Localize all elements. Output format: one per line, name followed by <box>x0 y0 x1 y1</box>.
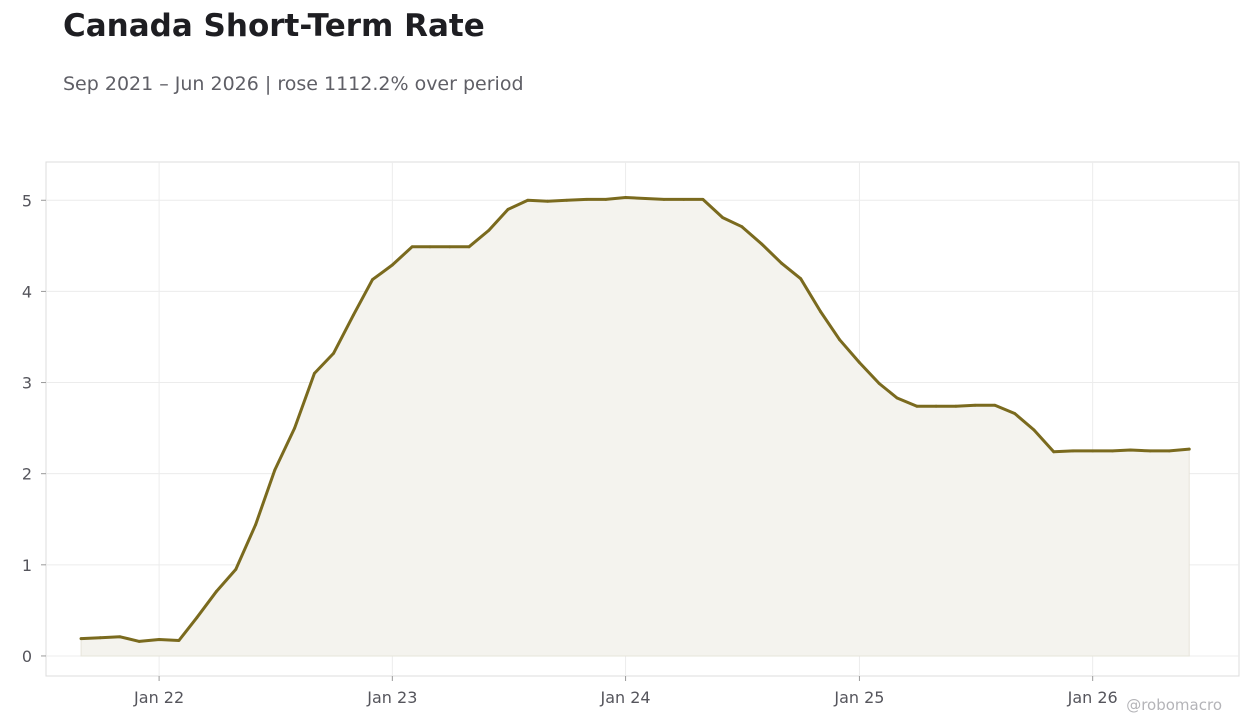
data-point <box>390 263 394 267</box>
data-point <box>1111 449 1114 453</box>
data-point <box>1052 450 1056 454</box>
data-point <box>644 197 647 200</box>
data-point <box>565 198 569 202</box>
data-point <box>293 426 296 430</box>
data-point <box>585 198 588 201</box>
data-point <box>1071 449 1075 453</box>
y-tick-label: 3 <box>22 374 32 393</box>
data-point <box>740 225 744 229</box>
data-point <box>799 277 803 281</box>
data-point <box>546 199 549 203</box>
data-point <box>410 245 414 249</box>
data-point <box>506 208 510 211</box>
watermark: @robomacro <box>1126 696 1222 714</box>
y-axis-ticks: 0 1 2 3 4 5 <box>22 191 46 666</box>
chart-subtitle: Sep 2021 – Jun 2026 | rose 1112.2% over … <box>63 73 524 95</box>
data-point <box>858 361 861 364</box>
y-tick-label: 2 <box>22 465 32 484</box>
data-point <box>954 404 958 408</box>
data-point <box>79 637 83 640</box>
data-point <box>1091 449 1095 453</box>
data-point <box>254 523 257 527</box>
data-point <box>895 396 899 400</box>
data-point <box>1167 449 1171 453</box>
y-tick-label: 5 <box>22 191 32 210</box>
y-tick-label: 1 <box>22 556 32 575</box>
data-point <box>721 216 725 220</box>
x-axis-ticks: Jan 22 Jan 23 Jan 24 Jan 25 Jan 26 <box>133 676 1118 707</box>
data-point <box>195 616 199 620</box>
series-line-layer <box>79 196 1191 643</box>
data-point <box>332 352 335 355</box>
data-point <box>682 198 686 201</box>
data-point <box>215 589 219 593</box>
chart-title: Canada Short-Term Rate <box>63 8 485 44</box>
data-point <box>234 568 238 571</box>
data-point <box>973 403 977 407</box>
data-point <box>273 468 277 472</box>
x-tick-label: Jan 25 <box>833 688 884 707</box>
data-point <box>993 403 997 407</box>
data-point <box>118 635 122 639</box>
data-point <box>487 229 491 232</box>
x-tick-label: Jan 24 <box>600 688 651 707</box>
x-tick-label: Jan 22 <box>133 688 184 707</box>
series-line <box>79 196 1191 643</box>
data-point <box>428 245 432 249</box>
data-point <box>371 278 374 281</box>
y-tick-label: 4 <box>22 282 32 301</box>
data-point <box>934 404 938 408</box>
data-point <box>1187 447 1191 451</box>
x-tick-label: Jan 26 <box>1067 688 1118 707</box>
data-point <box>98 636 102 640</box>
data-point <box>838 338 841 342</box>
x-tick-label: Jan 23 <box>366 688 417 707</box>
data-point <box>780 261 783 265</box>
data-point <box>352 313 355 317</box>
y-tick-label: 0 <box>22 647 32 666</box>
data-point <box>624 196 627 199</box>
data-point <box>137 640 141 643</box>
data-point <box>604 198 608 201</box>
data-points-layer <box>79 196 1191 643</box>
data-point <box>448 245 452 249</box>
data-point <box>526 198 530 202</box>
data-point <box>467 245 471 249</box>
data-point <box>313 372 316 375</box>
data-point <box>1148 449 1152 453</box>
data-point <box>701 198 705 201</box>
data-point <box>760 242 764 246</box>
data-point <box>662 198 666 201</box>
data-point <box>915 404 919 408</box>
data-point <box>1129 448 1132 452</box>
data-point <box>819 310 822 313</box>
data-point <box>177 639 181 642</box>
data-point <box>877 382 881 385</box>
data-point <box>157 638 161 641</box>
data-point <box>1013 412 1017 415</box>
data-point <box>1032 428 1036 432</box>
